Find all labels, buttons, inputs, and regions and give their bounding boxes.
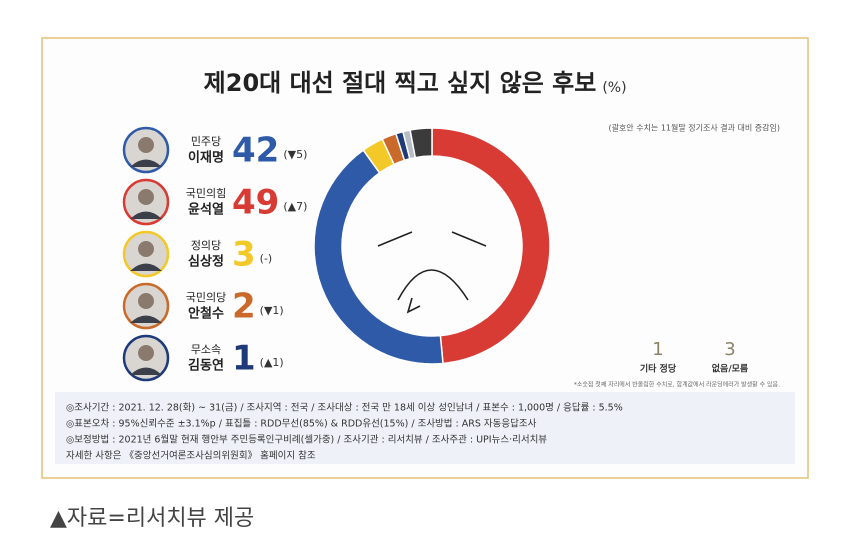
avatar-body [130, 315, 162, 323]
candidate-name: 안철수 [188, 306, 224, 322]
value-label: 1 [232, 339, 256, 379]
party: 정의당 [191, 239, 221, 252]
method-box [55, 392, 795, 464]
others-value: 1 [652, 339, 663, 360]
value-label: 42 [232, 131, 279, 171]
others-value: 3 [724, 339, 735, 360]
value-label: 3 [232, 235, 256, 275]
footnote: *소숫점 첫째 자리에서 반올림한 수치로, 합계값에서 라운딩에러가 발생할 … [574, 381, 780, 389]
unit: (%) [602, 80, 626, 96]
method-line: ◎표본오차 : 95%신뢰수준 ±3.1%p / 표집틀 : RDD무선(85%… [66, 418, 537, 430]
candidate-name: 이재명 [188, 150, 224, 166]
avatar-body [130, 211, 162, 219]
others-label: 기타 정당 [640, 363, 677, 375]
candidate-name: 김동연 [188, 359, 224, 374]
frown-face [377, 231, 487, 314]
party: 무소속 [191, 343, 221, 356]
party: 국민의힘 [186, 187, 226, 200]
avatar-head [138, 137, 154, 153]
method-line: ◎조사기간 : 2021. 12. 28(화) ~ 31(금) / 조사지역 :… [66, 402, 623, 414]
value-label: 2 [232, 287, 256, 327]
method-line: ◎보정방법 : 2021년 6월말 현재 행안부 주민등록인구비례(셀가중) /… [66, 434, 547, 446]
change: (▲1) [260, 356, 284, 369]
avatar-head [138, 189, 154, 205]
change: (▲7) [283, 200, 307, 213]
candidate-name: 심상정 [188, 254, 224, 270]
method-line: 자세한 사항은 《중앙선거여론조사심의위원회》 홈페이지 참조 [66, 450, 316, 462]
note: (괄호안 수치는 11월말 정기조사 결과 대비 증감임) [608, 123, 780, 133]
party: 민주당 [191, 135, 221, 148]
avatar-head [138, 293, 154, 309]
party: 국민의당 [186, 291, 226, 304]
others-label: 없음/모름 [712, 363, 748, 375]
change: (-) [260, 252, 273, 265]
candidate-name: 윤석열 [188, 202, 224, 218]
donut-slice [409, 127, 433, 159]
avatar-head [138, 241, 154, 257]
value-label: 49 [232, 183, 279, 223]
avatar-body [130, 367, 162, 375]
avatar-body [130, 159, 162, 167]
donut-slice [313, 149, 444, 365]
donut-slice [431, 127, 551, 365]
change: (▼1) [260, 304, 284, 317]
caption: ▲자료=리서치뷰 제공 [50, 506, 254, 531]
avatar-body [130, 263, 162, 271]
change: (▼5) [283, 148, 307, 161]
chart-title: 제20대 대선 절대 찍고 싶지 않은 후보 [204, 69, 597, 97]
avatar-head [138, 345, 154, 361]
